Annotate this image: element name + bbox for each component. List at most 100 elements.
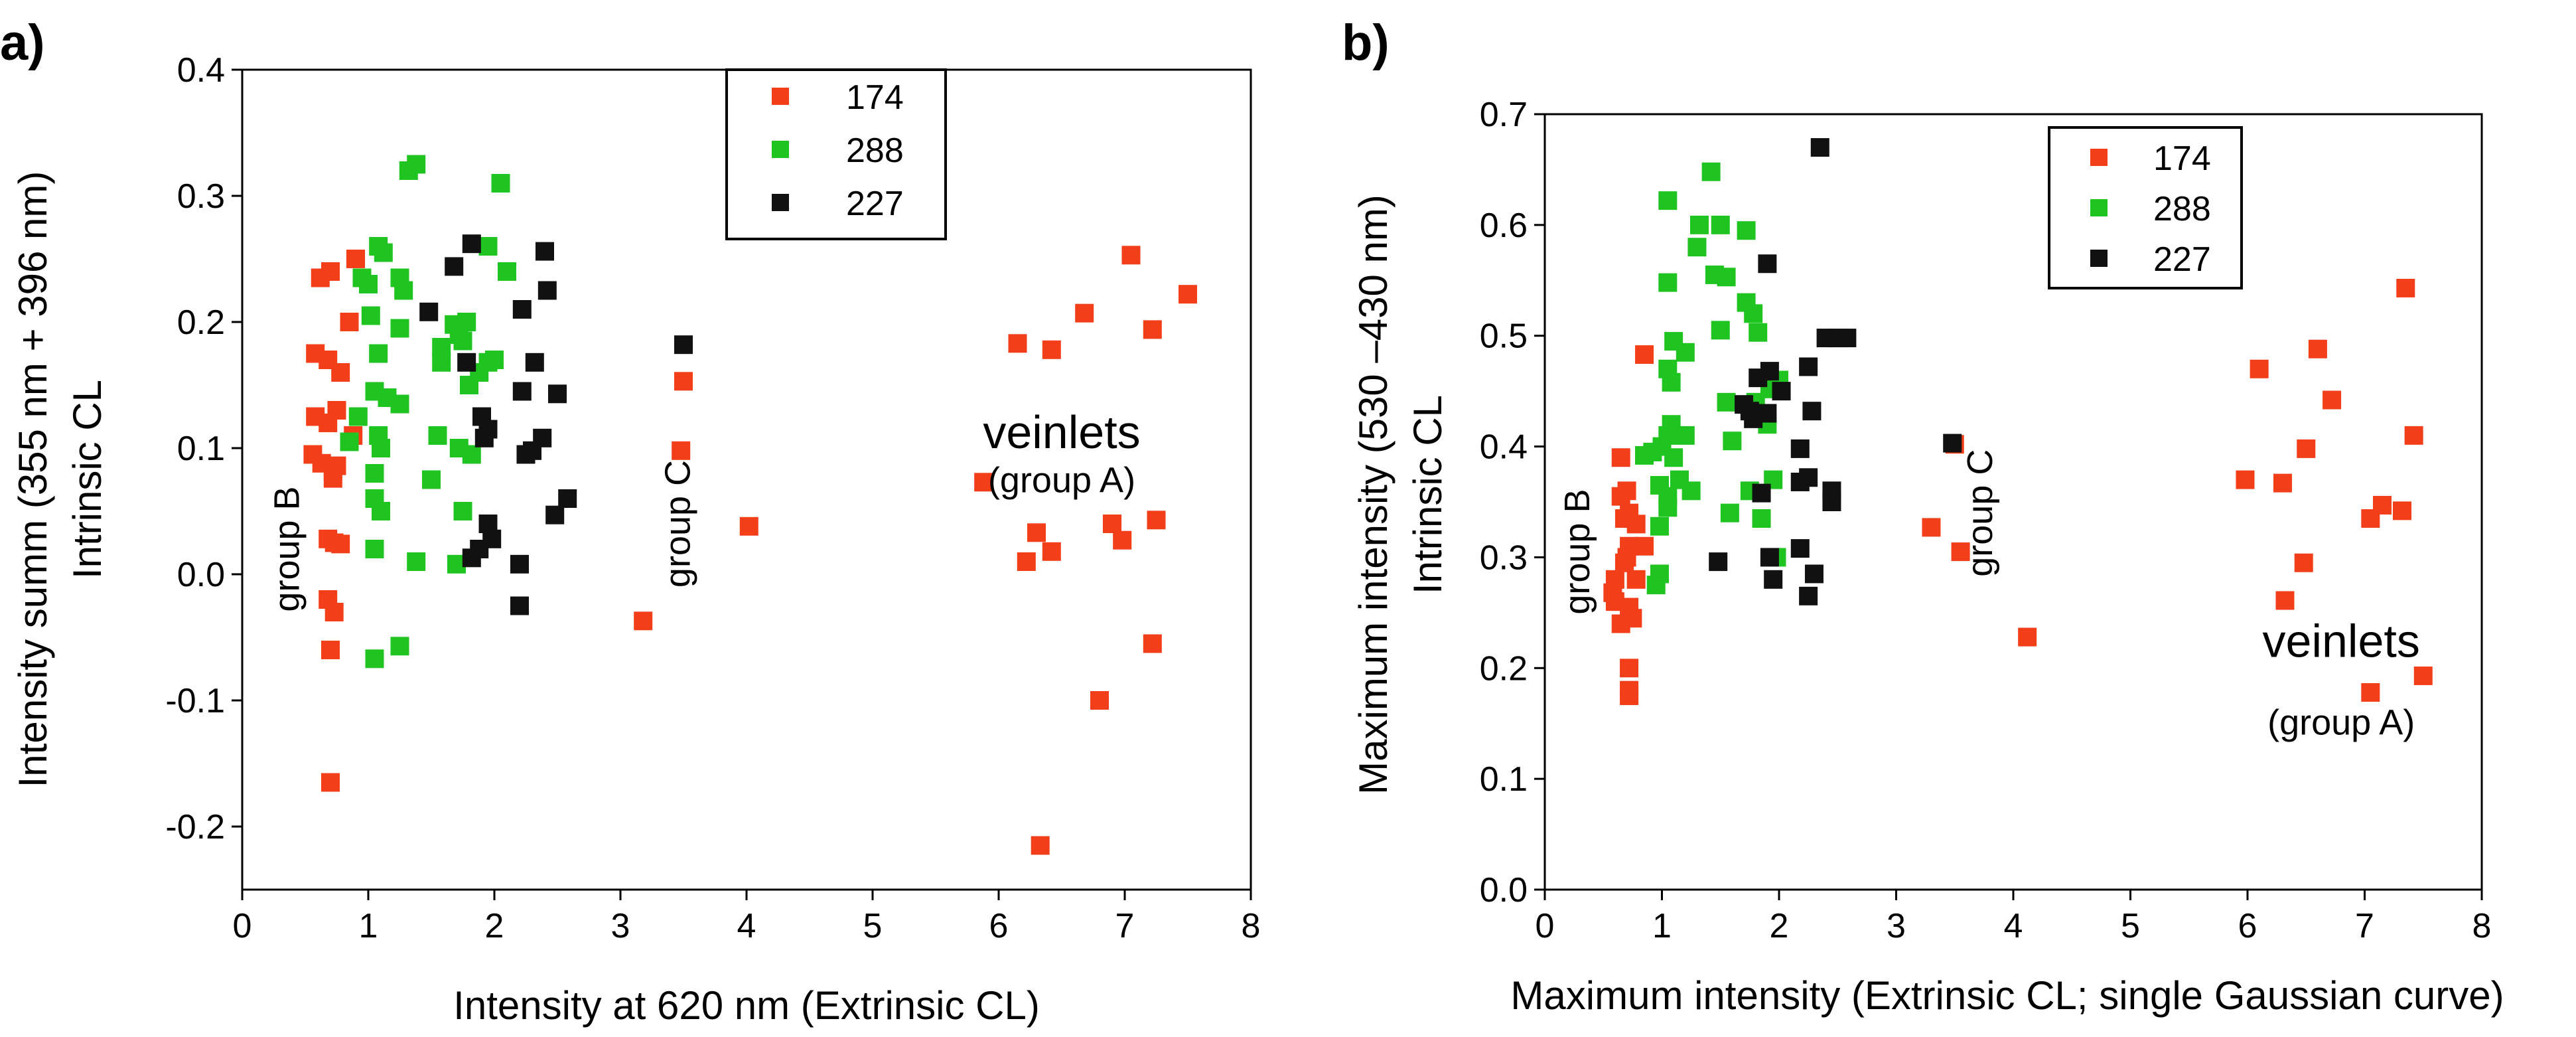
point-227	[510, 596, 529, 615]
point-174	[2273, 473, 2292, 493]
x-tick-label: 6	[989, 907, 1009, 945]
point-174	[672, 441, 691, 460]
point-227	[1802, 402, 1822, 421]
point-174	[1143, 634, 1162, 653]
point-288	[1749, 323, 1768, 342]
point-227	[1810, 138, 1829, 157]
point-288	[1682, 481, 1701, 501]
annotation-label: group C	[658, 460, 698, 588]
point-288	[1717, 392, 1736, 412]
point-174	[674, 372, 693, 391]
point-288	[340, 432, 359, 451]
panel-label: a)	[0, 15, 45, 71]
legend-label-227: 227	[846, 185, 904, 223]
y-tick-label: 0.0	[177, 556, 225, 594]
y-axis-subtitle: Intrinsic CL	[65, 380, 109, 579]
point-174	[1090, 691, 1109, 710]
point-174	[1635, 345, 1654, 364]
legend-label-174: 174	[2153, 139, 2211, 178]
point-174	[331, 534, 350, 554]
scatter-points	[303, 155, 1197, 855]
point-174	[321, 262, 340, 281]
point-227	[1804, 564, 1824, 584]
x-tick-label: 0	[1536, 907, 1555, 945]
panel-label: b)	[1342, 15, 1390, 71]
point-227	[512, 382, 532, 401]
point-174	[1620, 686, 1639, 705]
point-288	[369, 344, 388, 363]
point-174	[2294, 553, 2313, 572]
point-174	[2361, 509, 2380, 528]
point-288	[460, 376, 478, 394]
point-288	[407, 155, 426, 174]
point-288	[407, 552, 426, 571]
x-axis-title: Intensity at 620 nm (Extrinsic CL)	[453, 983, 1040, 1028]
point-288	[432, 353, 451, 372]
point-288	[422, 470, 441, 489]
y-tick-label: 0.5	[1480, 317, 1528, 356]
legend-label-227: 227	[2153, 240, 2211, 279]
point-174	[1103, 515, 1121, 533]
point-174	[323, 469, 342, 488]
legend-marker-288	[2090, 199, 2108, 216]
point-174	[2396, 278, 2415, 297]
x-tick-label: 0	[233, 907, 252, 945]
point-174	[2392, 501, 2411, 520]
point-174	[2275, 591, 2295, 610]
point-174	[2323, 390, 2342, 410]
x-axis-title: Maximum intensity (Extrinsic CL; single …	[1510, 973, 2504, 1018]
point-288	[394, 281, 413, 300]
y-tick-label: 0.4	[1480, 428, 1528, 467]
plot-frame	[1543, 113, 2483, 891]
point-174	[1042, 542, 1061, 561]
x-tick-label: 1	[359, 907, 378, 945]
point-174	[1922, 518, 1941, 537]
point-288	[372, 439, 390, 457]
point-227	[474, 428, 494, 447]
legend-label-288: 288	[846, 131, 904, 170]
point-227	[512, 300, 532, 319]
point-288	[1658, 273, 1678, 292]
annotation-label: (group A)	[2267, 702, 2415, 742]
point-288	[1752, 509, 1771, 528]
point-227	[1837, 329, 1857, 348]
point-174	[1147, 511, 1166, 530]
point-227	[1790, 472, 1810, 491]
point-288	[1717, 268, 1736, 287]
legend: 174 288 227	[2048, 126, 2243, 289]
point-227	[674, 335, 693, 355]
point-227	[1749, 368, 1768, 388]
point-174	[1143, 320, 1162, 339]
legend-marker-227	[772, 194, 789, 211]
point-227	[1799, 586, 1818, 605]
annotation-label: group C	[1960, 449, 2000, 577]
annotation-label: group B	[1557, 489, 1597, 615]
x-tick-label: 2	[1770, 907, 1789, 945]
point-174	[331, 363, 350, 382]
point-288	[1646, 576, 1666, 595]
point-174	[1179, 285, 1197, 304]
x-tick-label: 8	[2472, 907, 2492, 945]
point-288	[453, 502, 472, 520]
point-288	[478, 237, 498, 256]
point-227	[525, 353, 544, 372]
point-174	[2413, 666, 2433, 685]
point-227	[1758, 404, 1777, 423]
point-288	[359, 275, 378, 293]
point-227	[1752, 483, 1771, 503]
point-288	[365, 540, 384, 558]
y-tick-label: -0.2	[165, 808, 225, 846]
y-tick-label: 0.2	[177, 303, 225, 342]
x-axis-ticks: 0 1 2 3 4 5 6 7 8	[1536, 890, 2492, 945]
annotation-label: (group A)	[988, 461, 1135, 501]
point-174	[1031, 836, 1050, 855]
x-axis-ticks: 0 1 2 3 4 5 6 7 8	[233, 890, 1260, 945]
point-288	[1658, 498, 1678, 517]
legend-label-288: 288	[2153, 190, 2211, 228]
point-288	[1723, 432, 1742, 451]
point-227	[1790, 539, 1810, 558]
legend-marker-174	[2090, 149, 2108, 166]
